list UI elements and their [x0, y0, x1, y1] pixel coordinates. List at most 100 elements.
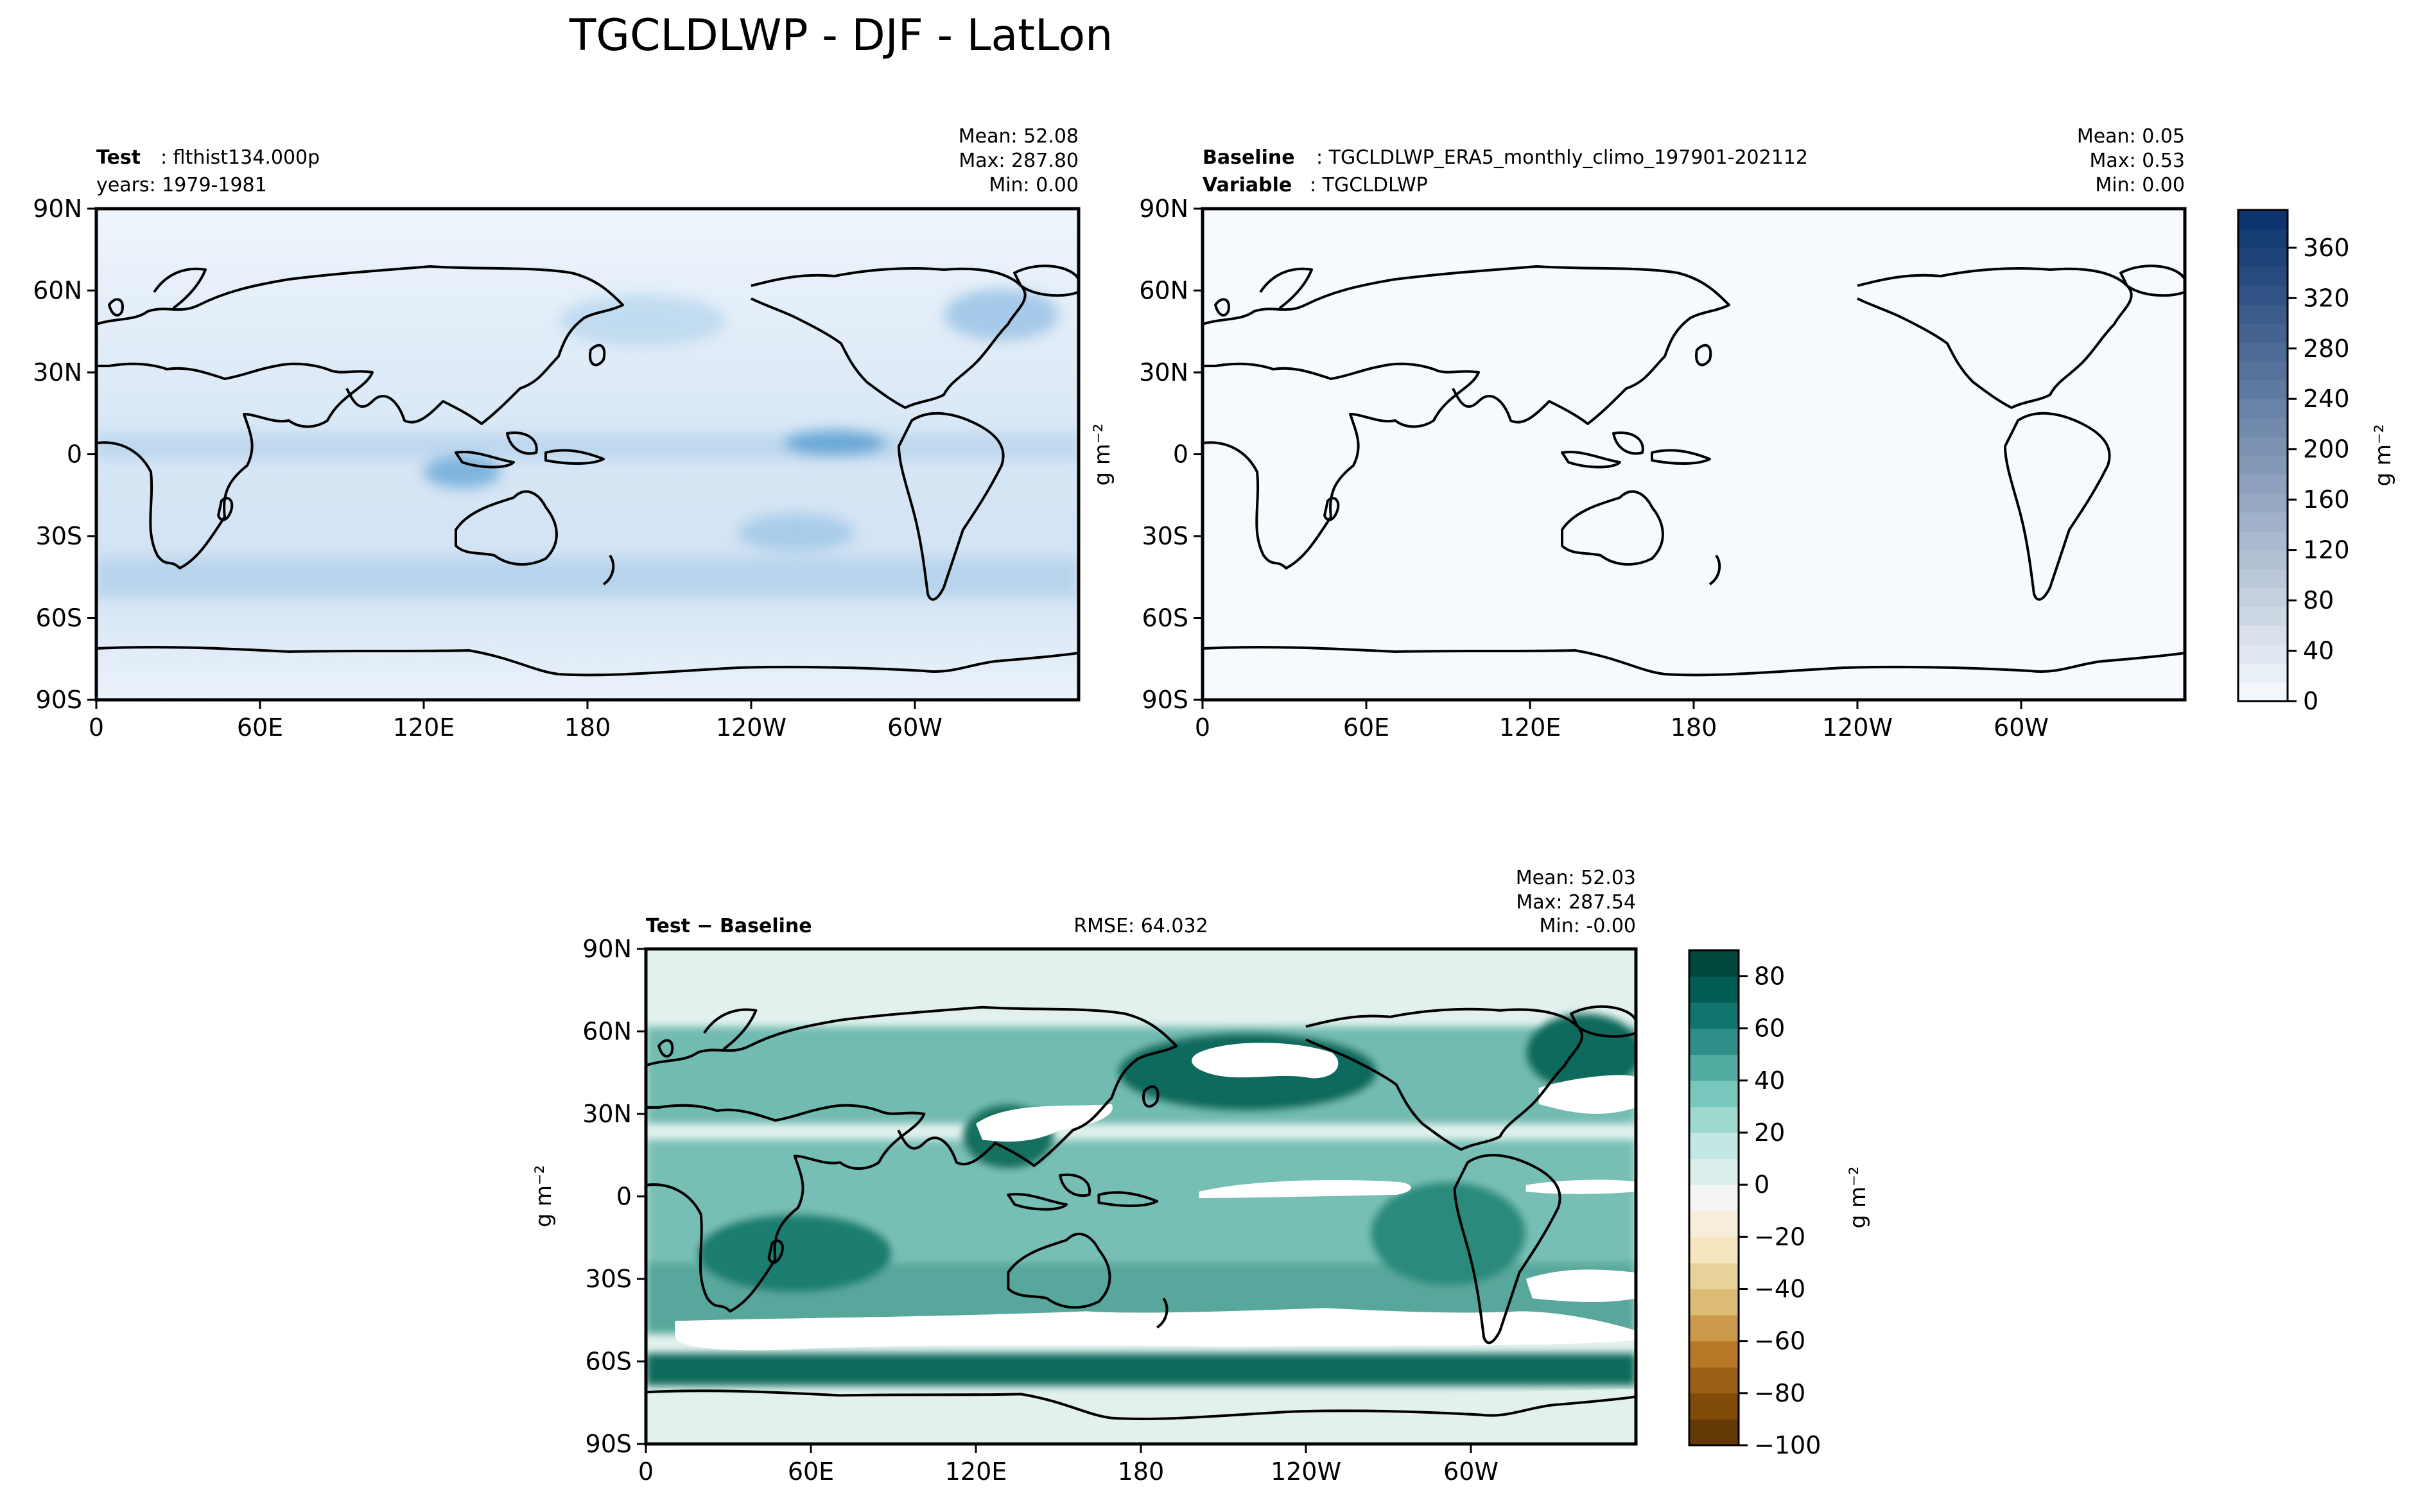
- colorbar-diverging-levels: [1689, 950, 1739, 1446]
- difference-x-tick-label: 120W: [1271, 1457, 1341, 1486]
- difference-x-tick-label: 0: [638, 1457, 654, 1486]
- difference-y-tick-label: 90N: [582, 935, 632, 963]
- test-title-value: : flthist134.000p: [161, 146, 320, 169]
- colorbar-blues-level: [2238, 210, 2288, 230]
- colorbar-blues-tick-label: 360: [2303, 234, 2350, 262]
- colorbar-blues: 0 40 80 120 160 200 240 280 320 360 g m⁻²: [2237, 209, 2396, 715]
- baseline-stat-max: Max: 0.53: [2090, 150, 2185, 172]
- colorbar-blues-level: [2238, 437, 2288, 456]
- diff-antarctic-land: [646, 1389, 1636, 1444]
- colorbar-blues-level: [2238, 625, 2288, 645]
- colorbar-diverging-level: [1689, 1133, 1739, 1160]
- colorbar-blues-tick-label: 0: [2303, 687, 2318, 715]
- test-itcz-band: [96, 433, 1079, 459]
- baseline-x-tick-label: 120E: [1499, 713, 1561, 742]
- diff-equatorial-atlantic-void: [1525, 1179, 1636, 1194]
- difference-ylabel: g m⁻²: [531, 1165, 557, 1227]
- colorbar-diverging-level: [1689, 1419, 1739, 1446]
- test-y-tick-label: 90N: [33, 195, 82, 223]
- baseline-x-tick-label: 60W: [1994, 713, 2049, 742]
- test-y-tick-label: 60S: [36, 604, 82, 632]
- test-y-tick-label: 30N: [33, 358, 82, 387]
- colorbar-diverging-frame: [1688, 949, 1740, 1447]
- difference-y-tick-label: 60S: [586, 1348, 632, 1376]
- colorbar-blues-tick-label: 160: [2303, 485, 2350, 514]
- baseline-y-tick-label: 30S: [1142, 522, 1188, 550]
- colorbar-diverging-tick-label: −100: [1754, 1431, 1821, 1459]
- colorbar-diverging-level: [1689, 1341, 1739, 1368]
- difference-x-tick-label: 180: [1118, 1457, 1165, 1486]
- baseline-y-tick-label: 60N: [1139, 277, 1188, 305]
- test-north-atlantic-max: [944, 289, 1059, 340]
- difference-title-left: Test − Baseline: [646, 915, 812, 937]
- baseline-variable-label: Variable: [1203, 174, 1292, 196]
- colorbar-blues-tick-label: 80: [2303, 586, 2334, 614]
- panel-baseline: 0 60E 120E 180 120W 60W 90N 60N 30N 0 30S 60S 90S g…: [1090, 125, 2396, 742]
- colorbar-blues-level: [2238, 569, 2288, 589]
- test-maritime-continent-max: [424, 456, 501, 488]
- colorbar-diverging-tick-label: −20: [1754, 1222, 1805, 1251]
- colorbar-blues-level: [2238, 285, 2288, 305]
- baseline-stat-min: Min: 0.00: [2095, 174, 2185, 196]
- difference-stat-max: Max: 287.54: [1516, 891, 1636, 914]
- colorbar-blues-level: [2238, 304, 2288, 324]
- test-southern-storm-track: [96, 559, 1079, 597]
- difference-stat-min: Min: -0.00: [1540, 915, 1637, 937]
- colorbar-blues-tick-label: 320: [2303, 284, 2350, 312]
- test-x-tick-label: 120W: [716, 713, 787, 742]
- colorbar-diverging-level: [1689, 1315, 1739, 1342]
- figure-title: TGCLDLWP - DJF - LatLon: [569, 10, 1113, 61]
- colorbar-blues-level: [2238, 342, 2288, 361]
- diff-north-atlantic-void: [1538, 1075, 1636, 1114]
- baseline-x-tick-label: 180: [1671, 713, 1717, 742]
- colorbar-blues-level: [2238, 663, 2288, 683]
- colorbar-blues-tick-label: 120: [2303, 536, 2350, 564]
- baseline-y-tick-label: 30N: [1139, 358, 1188, 387]
- difference-y-tick-label: 60N: [582, 1018, 632, 1046]
- diff-southern-ocean-ring: [646, 1353, 1636, 1386]
- colorbar-blues-tick-label: 240: [2303, 385, 2350, 413]
- colorbar-diverging-level: [1689, 1158, 1739, 1185]
- difference-x-ticks: 0 60E 120E 180 120W 60W: [638, 1444, 1499, 1486]
- test-north-pacific-max: [559, 295, 726, 347]
- colorbar-blues-tick-label: 200: [2303, 435, 2350, 464]
- baseline-title-value: : TGCLDLWP_ERA5_monthly_climo_197901-202…: [1316, 146, 1808, 169]
- colorbar-diverging-ticks: −100 −80 −60 −40 −20 0 20 40 60 80: [1739, 962, 1821, 1459]
- panel-difference: 0 60E 120E 180 120W 60W 90N 60N 30N 0 30S 60S 90S g…: [531, 867, 1871, 1486]
- test-field-features: [96, 289, 1079, 597]
- test-southeast-pacific-max: [738, 514, 854, 552]
- difference-y-tick-label: 30N: [582, 1100, 632, 1128]
- test-stat-mean: Mean: 52.08: [959, 125, 1079, 148]
- test-x-tick-label: 60E: [237, 713, 283, 742]
- baseline-x-ticks: 0 60E 120E 180 120W 60W: [1195, 700, 2049, 742]
- colorbar-blues-level: [2238, 361, 2288, 381]
- panel-test: 0 60E 120E 180 120W 60W 90N 60N 30N 0 30S 60S 90S T…: [33, 125, 1081, 742]
- baseline-y-ticks: 90N 60N 30N 0 30S 60S 90S: [1139, 195, 1203, 714]
- baseline-y-tick-label: 90S: [1142, 686, 1188, 714]
- colorbar-blues-frame: [2237, 209, 2289, 702]
- colorbar-diverging-level: [1689, 1210, 1739, 1237]
- colorbar-diverging-level: [1689, 1054, 1739, 1081]
- colorbar-diverging-level: [1689, 950, 1739, 977]
- colorbar-blues-levels: [2238, 210, 2288, 702]
- colorbar-blues-level: [2238, 606, 2288, 626]
- colorbar-diverging-tick-label: 20: [1754, 1118, 1785, 1147]
- baseline-ylabel: g m⁻²: [1090, 423, 1115, 485]
- colorbar-blues-level: [2238, 323, 2288, 343]
- colorbar-blues-tick-label: 280: [2303, 335, 2350, 363]
- diff-south-atlantic-void: [1525, 1269, 1636, 1303]
- test-x-tick-label: 60W: [887, 713, 943, 742]
- colorbar-blues-level: [2238, 417, 2288, 437]
- difference-ocean-field: [646, 1007, 1636, 1444]
- baseline-x-tick-label: 60E: [1343, 713, 1389, 742]
- colorbar-diverging-level: [1689, 976, 1739, 1003]
- test-y-tick-label: 0: [67, 440, 82, 469]
- test-x-tick-label: 0: [89, 713, 104, 742]
- difference-x-tick-label: 60E: [788, 1457, 834, 1486]
- baseline-variable-value: : TGCLDLWP: [1310, 174, 1428, 196]
- difference-y-tick-label: 30S: [586, 1265, 632, 1293]
- colorbar-blues-level: [2238, 493, 2288, 513]
- baseline-y-tick-label: 0: [1173, 440, 1188, 469]
- baseline-title-label: Baseline: [1203, 146, 1295, 169]
